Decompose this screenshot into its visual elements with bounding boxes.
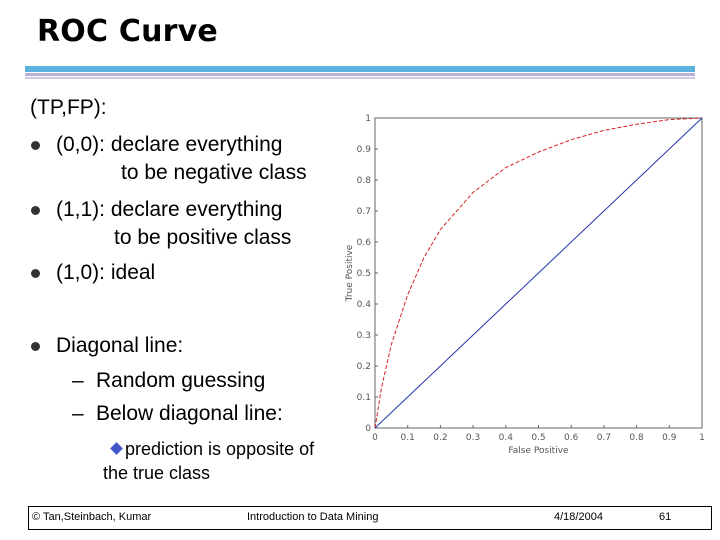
x-axis-label: False Positive [508,446,569,456]
subsub-line1: prediction is opposite of [125,439,315,459]
roc-curve-line [374,117,703,429]
y-tick-label: 0.8 [357,176,372,186]
y-tick-label: 1 [365,114,371,124]
footer-page-number: 61 [659,511,672,523]
x-tick-label: 0.6 [564,433,579,443]
bullet-dot-icon [31,269,40,278]
y-tick-label: 0.6 [357,238,372,248]
intro-text: (TP,FP): [30,96,107,119]
sub-dash: – [72,369,84,392]
sub-dash: – [72,402,84,425]
x-tick-label: 0.2 [433,433,447,443]
bullet-dot-icon [31,141,40,150]
title-underline-bar-secondary [25,73,695,76]
x-tick-label: 0 [372,433,378,443]
sub-item-random: Random guessing [96,369,266,392]
y-tick-label: 0.4 [357,300,372,310]
footer-date: 4/18/2004 [554,511,603,523]
y-axis-label: True Positive [345,244,355,302]
bullet-1-line1: (0,0): declare everything [56,133,283,156]
diagonal-line [374,117,703,429]
bullet-dot-icon [31,206,40,215]
x-tick-label: 0.8 [629,433,644,443]
slide-title: ROC Curve [37,14,218,49]
x-tick-label: 0.3 [466,433,480,443]
y-tick-label: 0.7 [357,207,371,217]
roc-chart: 0 0.1 0.2 0.3 0.4 0.5 0.6 0.7 0.8 0.9 1 0 0.1 0.2 0.3 0… [345,114,705,456]
y-tick-label: 0.1 [357,393,371,403]
y-tick-label: 0.2 [357,362,371,372]
bullet-3-line1: (1,0): ideal [56,261,156,284]
diagonal-heading: Diagonal line: [56,334,184,357]
sub-item-below: Below diagonal line: [96,402,283,425]
x-tick-label: 0.9 [662,433,677,443]
bullet-2-line2: to be positive class [114,226,292,249]
diamond-bullet-icon [110,442,123,455]
bullet-2-line1: (1,1): declare everything [56,198,283,221]
y-tick-label: 0 [365,424,371,434]
bullet-1-line2: to be negative class [121,161,307,184]
footer-copyright: © Tan,Steinbach, Kumar [32,511,152,523]
title-underline-bar-tertiary [25,77,695,79]
y-tick-label: 0.3 [357,331,371,341]
x-tick-label: 0.5 [531,433,545,443]
x-tick-label: 0.7 [597,433,611,443]
subsub-line2: the true class [103,463,211,483]
x-tick-label: 0.1 [401,433,415,443]
y-tick-label: 0.9 [357,145,372,155]
x-tick-label: 1 [699,433,705,443]
footer-course: Introduction to Data Mining [247,511,379,523]
bullet-dot-icon [31,342,40,351]
title-underline-bar [25,66,695,72]
slide-footer: © Tan,Steinbach, Kumar Introduction to D… [28,506,712,530]
y-tick-label: 0.5 [357,269,371,279]
x-tick-label: 0.4 [499,433,514,443]
